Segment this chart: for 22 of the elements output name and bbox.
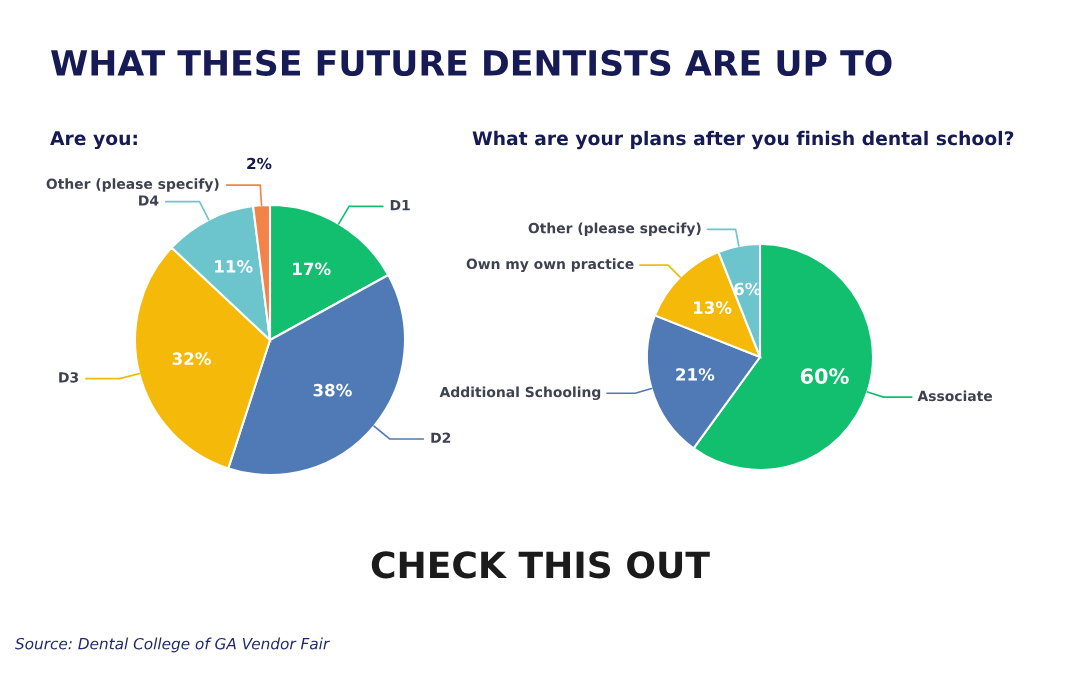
slice-label: Other (please specify)	[528, 222, 701, 237]
slice-label: Additional Schooling	[439, 386, 601, 401]
data-label: 21%	[676, 368, 715, 381]
slice-label: D1	[390, 200, 410, 211]
slice-label: D2	[431, 432, 451, 443]
slice-label: D4	[139, 195, 159, 206]
data-label: 2%	[247, 157, 272, 170]
text: WHAT THESE FUTURE DENTISTS ARE UP TO	[51, 49, 892, 77]
text: CHECK THIS OUT	[371, 551, 710, 579]
slice-label: D3	[59, 372, 79, 383]
slice-label: Other (please specify)	[46, 178, 219, 192]
data-label: 17%	[293, 262, 331, 276]
data-label: 38%	[313, 383, 352, 397]
data-label: 32%	[172, 352, 211, 365]
chart-title: Are you:	[50, 131, 137, 150]
slice-label: Own my own practice	[466, 258, 634, 272]
source-note: Source: Dental College of GA Vendor Fair	[15, 637, 330, 653]
data-label: 60%	[800, 368, 849, 384]
chart-title: What are your plans after you finish dental school?	[472, 130, 1014, 150]
data-label: 13%	[693, 301, 732, 314]
slice-label: Associate	[917, 390, 993, 402]
data-label: 11%	[215, 260, 253, 273]
